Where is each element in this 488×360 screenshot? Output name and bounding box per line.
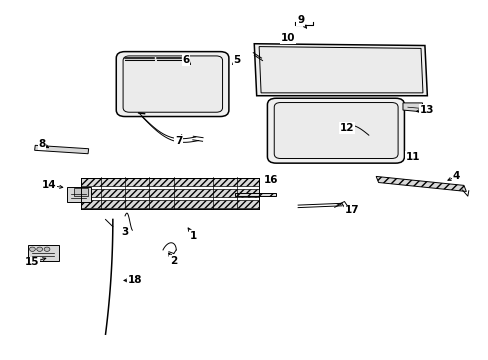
Text: 10: 10 bbox=[281, 33, 295, 43]
FancyBboxPatch shape bbox=[274, 103, 397, 158]
Polygon shape bbox=[81, 178, 259, 186]
Polygon shape bbox=[66, 187, 91, 202]
FancyBboxPatch shape bbox=[123, 56, 222, 112]
Polygon shape bbox=[35, 145, 88, 154]
Text: 1: 1 bbox=[189, 231, 197, 240]
Polygon shape bbox=[402, 103, 422, 112]
Polygon shape bbox=[81, 200, 259, 208]
Polygon shape bbox=[81, 189, 259, 197]
Text: 16: 16 bbox=[264, 175, 278, 185]
Text: 4: 4 bbox=[452, 171, 459, 181]
Text: 2: 2 bbox=[170, 256, 177, 266]
Text: 12: 12 bbox=[339, 123, 353, 133]
Text: 8: 8 bbox=[39, 139, 46, 149]
Circle shape bbox=[29, 247, 35, 251]
Polygon shape bbox=[234, 193, 276, 196]
Text: 3: 3 bbox=[121, 227, 128, 237]
Polygon shape bbox=[259, 46, 422, 93]
Text: 17: 17 bbox=[344, 206, 358, 216]
Polygon shape bbox=[27, 244, 59, 261]
FancyBboxPatch shape bbox=[116, 51, 228, 117]
Text: 5: 5 bbox=[233, 55, 240, 65]
Polygon shape bbox=[254, 44, 427, 96]
Text: 7: 7 bbox=[175, 136, 182, 145]
Text: 6: 6 bbox=[182, 55, 189, 65]
Polygon shape bbox=[74, 188, 88, 196]
Circle shape bbox=[37, 247, 42, 251]
Text: 13: 13 bbox=[419, 105, 434, 115]
Text: 9: 9 bbox=[296, 15, 304, 26]
Text: 18: 18 bbox=[127, 275, 142, 285]
FancyBboxPatch shape bbox=[267, 98, 404, 163]
Text: 15: 15 bbox=[25, 257, 40, 267]
Circle shape bbox=[44, 247, 50, 251]
Polygon shape bbox=[375, 176, 466, 192]
Text: 11: 11 bbox=[405, 152, 419, 162]
Text: 14: 14 bbox=[42, 180, 57, 190]
